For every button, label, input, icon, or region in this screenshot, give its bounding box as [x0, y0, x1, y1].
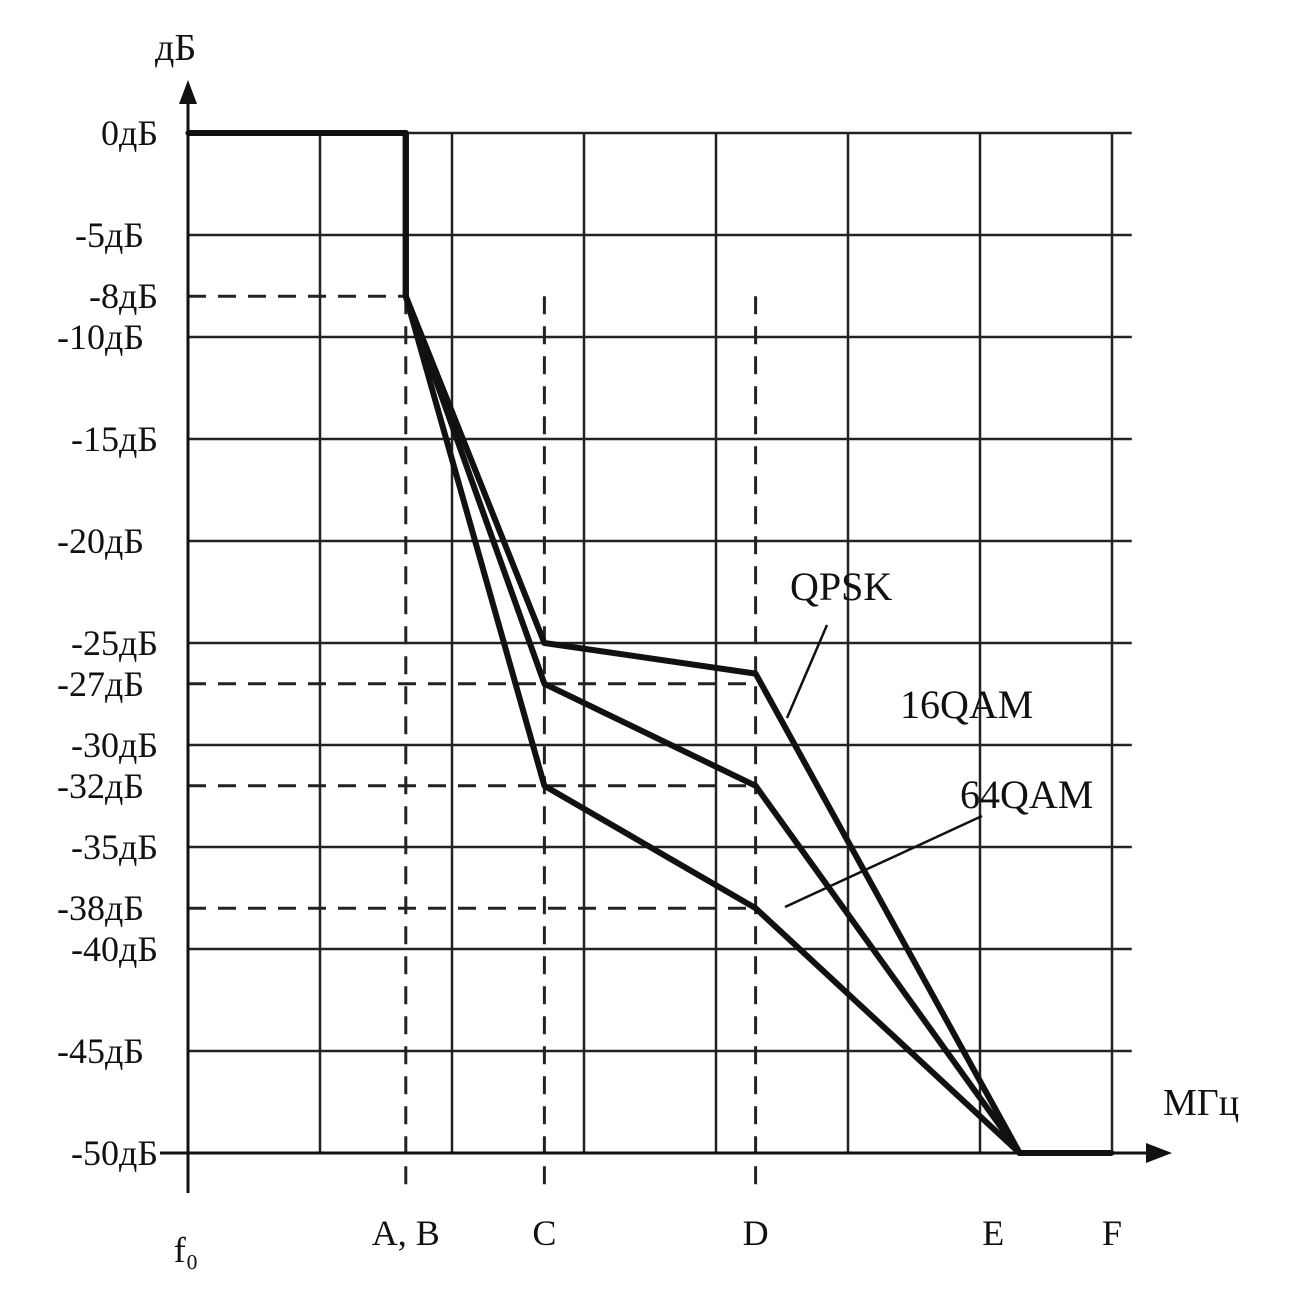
y-tick-label: -35дБ	[71, 827, 158, 867]
x-axis-unit: МГц	[1163, 1082, 1239, 1124]
qpsk-leader-line	[785, 624, 829, 719]
series-leader-lines	[784, 624, 983, 909]
y-tick-label: -27дБ	[57, 664, 144, 704]
grid	[186, 131, 1132, 1153]
y-tick-label: -50дБ	[71, 1133, 158, 1173]
data-point-64qam	[753, 905, 759, 911]
axes: дБ МГц	[155, 27, 1239, 1193]
series-curves	[185, 130, 1115, 1156]
y-tick-label: -25дБ	[71, 623, 158, 663]
data-point-64qam	[1017, 1150, 1023, 1156]
x-axis-arrow	[1146, 1143, 1172, 1163]
data-point-qpsk	[753, 671, 759, 677]
series-label-16qam: 16QAM	[900, 682, 1033, 727]
y-tick-label: -10дБ	[57, 317, 144, 357]
y-tick-label: -38дБ	[57, 888, 144, 928]
y-tick-labels: 0дБ -5дБ -8дБ-10дБ -15дБ -20дБ -25дБ-27дБ -30д…	[57, 113, 158, 1173]
y-axis-arrow	[179, 80, 197, 104]
64qam-leader-line	[784, 814, 983, 909]
data-point-64qam	[1109, 1150, 1115, 1156]
data-point-64qam	[403, 293, 409, 299]
data-point-16qam	[753, 783, 759, 789]
y-tick-label: -8дБ	[89, 276, 158, 316]
y-tick-label: -40дБ	[71, 929, 158, 969]
y-tick-label: -30дБ	[71, 725, 158, 765]
y-tick-label: -20дБ	[57, 521, 144, 561]
y-tick-label: -45дБ	[57, 1031, 144, 1071]
x-tick-label: E	[982, 1213, 1004, 1253]
x-tick-label: D	[743, 1213, 769, 1253]
y-axis-unit: дБ	[155, 27, 196, 69]
x-tick-label: F	[1102, 1213, 1122, 1253]
data-point-64qam	[403, 130, 409, 136]
data-point-qpsk	[541, 640, 547, 646]
y-tick-label: -32дБ	[57, 766, 144, 806]
y-tick-label: 0дБ	[101, 113, 158, 153]
x-tick-label: A, B	[372, 1213, 440, 1253]
data-point-16qam	[541, 681, 547, 687]
guide-lines	[188, 294, 758, 1185]
series-labels: QPSK 16QAM 64QAM	[790, 564, 1093, 817]
series-label-qpsk: QPSK	[790, 564, 892, 609]
data-point-64qam	[541, 783, 547, 789]
x-tick-labels: f₀ A, B C D E F	[174, 1213, 1122, 1270]
data-point-64qam	[185, 130, 191, 136]
series-label-64qam: 64QAM	[960, 772, 1093, 817]
x-tick-label: f₀	[174, 1230, 199, 1270]
y-tick-label: -15дБ	[71, 419, 158, 459]
x-tick-label: C	[532, 1213, 556, 1253]
y-tick-label: -5дБ	[75, 215, 144, 255]
